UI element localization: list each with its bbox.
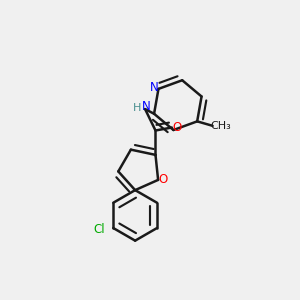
Text: N: N — [142, 100, 151, 113]
Text: N: N — [150, 81, 158, 94]
Text: O: O — [172, 121, 182, 134]
Text: Cl: Cl — [93, 223, 105, 236]
Text: H: H — [133, 103, 141, 112]
Text: O: O — [159, 173, 168, 186]
Text: CH₃: CH₃ — [211, 121, 231, 131]
